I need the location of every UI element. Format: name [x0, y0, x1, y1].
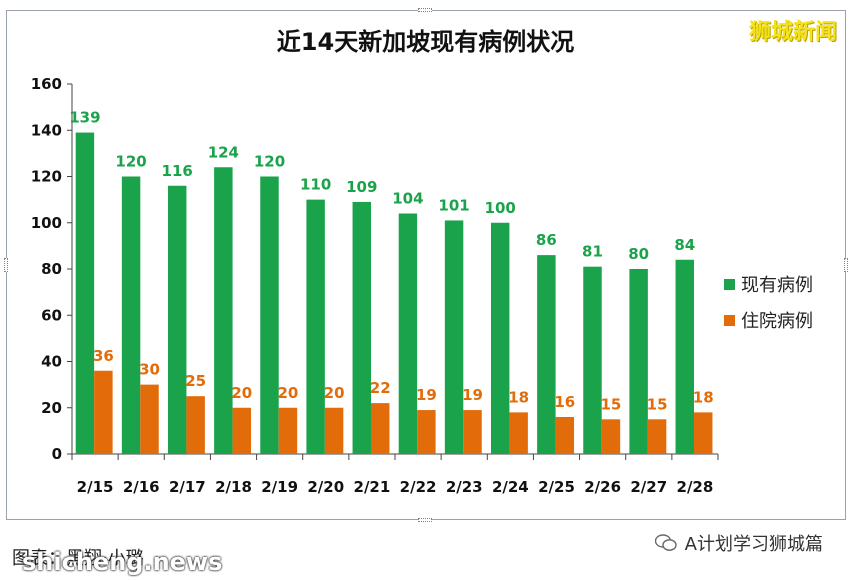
legend-item-current: 现有病例	[724, 266, 813, 302]
x-tick-label: 2/27	[630, 478, 667, 496]
site-watermark: shicheng.news	[22, 548, 223, 576]
x-tick-label: 2/18	[215, 478, 252, 496]
bar-hospitalised-cases	[371, 403, 390, 454]
bar-hospitalised-cases	[647, 419, 667, 454]
bar-current-cases	[444, 220, 464, 454]
legend-swatch-current	[724, 278, 735, 290]
y-tick-label: 140	[31, 121, 62, 139]
resize-handle-bottom[interactable]	[418, 518, 432, 522]
y-tick-label: 120	[31, 168, 62, 186]
data-label-current: 84	[674, 236, 695, 254]
bar-current-cases	[583, 266, 602, 454]
data-label-hospitalised: 15	[647, 395, 668, 413]
chart-legend: 现有病例 住院病例	[724, 266, 813, 338]
data-label-current: 80	[628, 245, 649, 263]
resize-handle-left[interactable]	[4, 258, 8, 272]
y-tick-label: 100	[31, 214, 62, 232]
bar-hospitalised-cases	[555, 417, 575, 454]
bar-hospitalised-cases	[417, 410, 436, 454]
data-label-hospitalised: 15	[601, 395, 622, 413]
chart-title: 近14天新加坡现有病例状况	[276, 28, 575, 56]
bar-current-cases	[306, 199, 325, 454]
data-label-current: 104	[392, 190, 423, 208]
x-tick-label: 2/24	[492, 478, 529, 496]
bar-current-cases	[121, 176, 141, 454]
resize-handle-top[interactable]	[418, 8, 432, 12]
bar-hospitalised-cases	[94, 370, 113, 454]
bar-current-cases	[629, 269, 648, 454]
y-tick-label: 60	[41, 306, 62, 324]
data-label-hospitalised: 25	[185, 372, 206, 390]
bar-hospitalised-cases	[140, 384, 159, 454]
data-label-current: 86	[536, 231, 557, 249]
data-label-hospitalised: 19	[462, 386, 483, 404]
legend-label-hospital: 住院病例	[741, 311, 813, 332]
bar-current-cases	[675, 259, 695, 454]
data-label-hospitalised: 22	[370, 379, 391, 397]
bar-hospitalised-cases	[601, 419, 621, 454]
data-label-current: 101	[438, 196, 469, 214]
data-label-current: 139	[69, 109, 100, 127]
bar-hospitalised-cases	[324, 407, 344, 454]
bar-current-cases	[260, 176, 279, 454]
bar-hospitalised-cases	[463, 410, 482, 454]
data-label-current: 100	[485, 199, 516, 217]
x-tick-label: 2/25	[538, 478, 575, 496]
bar-current-cases	[352, 201, 372, 454]
x-tick-label: 2/17	[169, 478, 206, 496]
bar-hospitalised-cases	[232, 407, 252, 454]
x-tick-label: 2/21	[354, 478, 391, 496]
data-label-hospitalised: 16	[554, 393, 575, 411]
data-label-current: 120	[254, 153, 285, 171]
data-label-current: 120	[115, 153, 146, 171]
y-tick-label: 80	[41, 260, 62, 278]
data-label-hospitalised: 19	[416, 386, 437, 404]
y-tick-label: 20	[41, 399, 62, 417]
bar-current-cases	[490, 222, 510, 454]
legend-label-current: 现有病例	[741, 275, 813, 296]
bar-hospitalised-cases	[186, 396, 205, 454]
resize-handle-right[interactable]	[844, 258, 848, 272]
data-label-current: 116	[162, 162, 193, 180]
data-label-current: 81	[582, 243, 603, 261]
x-tick-label: 2/20	[307, 478, 344, 496]
data-label-current: 110	[300, 176, 331, 194]
chart-caption: 图表：黑翔·小璐	[12, 548, 144, 569]
x-tick-label: 2/19	[261, 478, 298, 496]
data-label-current: 109	[346, 178, 377, 196]
bar-current-cases	[75, 132, 95, 454]
y-tick-label: 0	[52, 445, 62, 463]
x-tick-label: 2/28	[677, 478, 714, 496]
data-label-hospitalised: 18	[693, 388, 714, 406]
data-label-current: 124	[208, 143, 239, 161]
bar-hospitalised-cases	[694, 412, 713, 454]
data-label-hospitalised: 18	[508, 388, 529, 406]
bar-current-cases	[398, 213, 418, 454]
x-tick-label: 2/16	[123, 478, 160, 496]
data-label-hospitalised: 30	[139, 361, 160, 379]
data-label-hospitalised: 20	[324, 384, 345, 402]
x-tick-label: 2/26	[584, 478, 621, 496]
legend-item-hospital: 住院病例	[724, 302, 813, 338]
bar-current-cases	[214, 167, 233, 454]
wechat-account: A计划学习狮城篇	[654, 530, 823, 556]
legend-swatch-hospital	[724, 314, 735, 326]
bar-hospitalised-cases	[278, 407, 298, 454]
bar-current-cases	[537, 255, 556, 454]
data-label-hospitalised: 36	[93, 347, 114, 365]
x-tick-label: 2/22	[400, 478, 437, 496]
y-tick-label: 40	[41, 353, 62, 371]
bar-hospitalised-cases	[509, 412, 528, 454]
brand-logo-text: 狮城新闻	[748, 20, 837, 45]
bar-current-cases	[167, 185, 187, 454]
x-tick-label: 2/15	[77, 478, 114, 496]
x-tick-label: 2/23	[446, 478, 483, 496]
y-tick-label: 160	[31, 75, 62, 93]
wechat-icon	[654, 534, 677, 552]
data-label-hospitalised: 20	[231, 384, 252, 402]
data-label-hospitalised: 20	[278, 384, 299, 402]
wechat-account-name: A计划学习狮城篇	[684, 534, 823, 555]
